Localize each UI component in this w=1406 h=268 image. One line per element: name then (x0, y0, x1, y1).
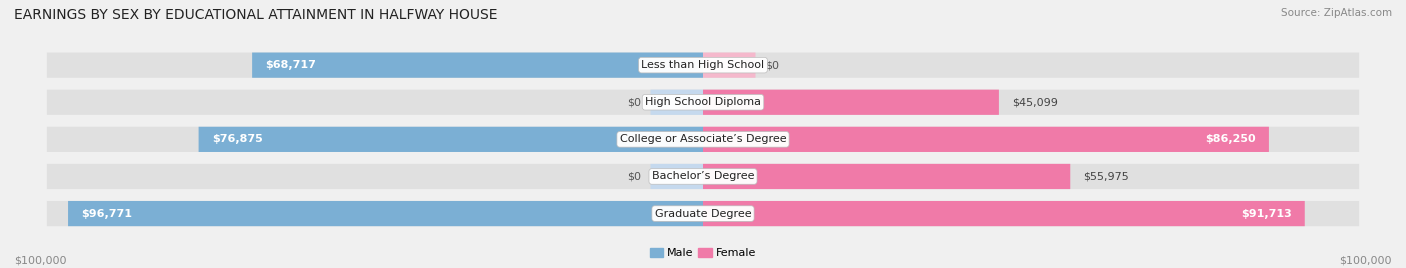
FancyBboxPatch shape (46, 201, 1360, 226)
Text: EARNINGS BY SEX BY EDUCATIONAL ATTAINMENT IN HALFWAY HOUSE: EARNINGS BY SEX BY EDUCATIONAL ATTAINMEN… (14, 8, 498, 22)
FancyBboxPatch shape (46, 127, 1360, 152)
Text: High School Diploma: High School Diploma (645, 97, 761, 107)
Text: $76,875: $76,875 (212, 134, 263, 144)
Text: $91,713: $91,713 (1241, 209, 1292, 219)
Text: $68,717: $68,717 (266, 60, 316, 70)
Text: Graduate Degree: Graduate Degree (655, 209, 751, 219)
FancyBboxPatch shape (198, 127, 703, 152)
FancyBboxPatch shape (46, 53, 1360, 78)
FancyBboxPatch shape (46, 90, 1360, 115)
FancyBboxPatch shape (651, 90, 703, 115)
Text: College or Associate’s Degree: College or Associate’s Degree (620, 134, 786, 144)
Text: $96,771: $96,771 (82, 209, 132, 219)
FancyBboxPatch shape (703, 53, 755, 78)
Text: $100,000: $100,000 (1340, 255, 1392, 265)
Text: Less than High School: Less than High School (641, 60, 765, 70)
FancyBboxPatch shape (252, 53, 703, 78)
Text: $55,975: $55,975 (1084, 172, 1129, 181)
Text: $86,250: $86,250 (1205, 134, 1256, 144)
FancyBboxPatch shape (703, 127, 1268, 152)
FancyBboxPatch shape (67, 201, 703, 226)
Text: $0: $0 (627, 97, 641, 107)
Text: Source: ZipAtlas.com: Source: ZipAtlas.com (1281, 8, 1392, 18)
Text: $100,000: $100,000 (14, 255, 66, 265)
Text: $0: $0 (627, 172, 641, 181)
Legend: Male, Female: Male, Female (645, 243, 761, 262)
FancyBboxPatch shape (651, 164, 703, 189)
Text: $45,099: $45,099 (1012, 97, 1057, 107)
FancyBboxPatch shape (46, 164, 1360, 189)
FancyBboxPatch shape (703, 201, 1305, 226)
Text: Bachelor’s Degree: Bachelor’s Degree (652, 172, 754, 181)
Text: $0: $0 (765, 60, 779, 70)
FancyBboxPatch shape (703, 90, 998, 115)
FancyBboxPatch shape (703, 164, 1070, 189)
